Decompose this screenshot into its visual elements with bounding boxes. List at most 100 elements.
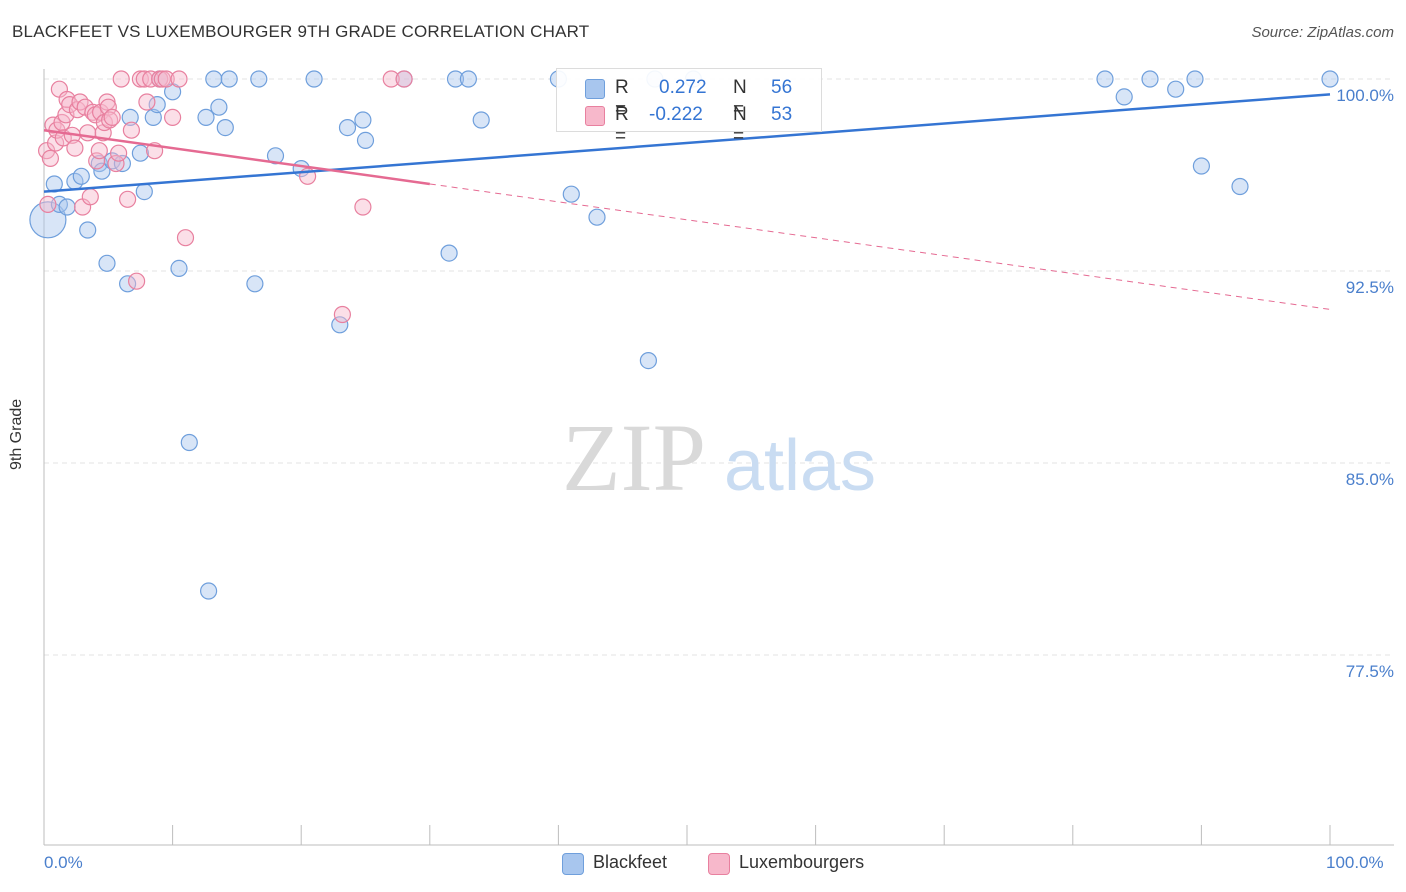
chart-source: Source: ZipAtlas.com bbox=[1251, 24, 1394, 41]
point-blackfeet bbox=[338, 118, 357, 137]
point-blackfeet bbox=[205, 70, 223, 88]
point-blackfeet bbox=[58, 198, 76, 216]
point-blackfeet bbox=[113, 154, 132, 173]
trend-line-luxembourgers-extrapolated bbox=[429, 183, 1331, 310]
gridlines bbox=[44, 78, 1394, 656]
point-blackfeet bbox=[639, 352, 658, 370]
point-blackfeet bbox=[246, 275, 264, 293]
point-luxembourgers bbox=[122, 121, 140, 139]
point-blackfeet bbox=[1231, 177, 1249, 196]
point-blackfeet bbox=[1115, 88, 1133, 106]
point-blackfeet bbox=[98, 254, 116, 272]
point-blackfeet bbox=[210, 98, 228, 116]
point-blackfeet bbox=[1167, 80, 1185, 98]
watermark-atlas: atlas bbox=[724, 426, 876, 506]
point-blackfeet bbox=[354, 111, 372, 129]
point-blackfeet bbox=[131, 144, 149, 162]
bottom-legend-swatch-blackfeet bbox=[562, 853, 584, 875]
point-blackfeet bbox=[588, 208, 606, 226]
legend-n-value-blackfeet: 56 bbox=[771, 77, 793, 98]
point-blackfeet bbox=[446, 70, 465, 88]
legend-n-value-luxembourgers: 53 bbox=[771, 104, 793, 125]
point-luxembourgers bbox=[333, 305, 351, 324]
point-blackfeet bbox=[459, 70, 477, 88]
point-blackfeet bbox=[220, 70, 238, 88]
point-blackfeet bbox=[79, 221, 97, 239]
legend-r-label: R = bbox=[615, 77, 629, 120]
point-blackfeet bbox=[135, 183, 153, 201]
point-blackfeet bbox=[305, 70, 323, 88]
legend-n-label: N = bbox=[733, 104, 747, 147]
point-blackfeet bbox=[93, 162, 111, 180]
y-tick-label: 92.5% bbox=[1345, 278, 1394, 297]
point-luxembourgers bbox=[176, 229, 195, 247]
axes bbox=[43, 69, 1394, 846]
trend-lines bbox=[43, 93, 1331, 310]
bottom-legend-label-luxembourgers: Luxembourgers bbox=[739, 852, 865, 872]
data-points bbox=[29, 70, 1339, 600]
point-luxembourgers bbox=[395, 70, 413, 88]
point-luxembourgers bbox=[100, 111, 119, 129]
point-luxembourgers bbox=[107, 154, 125, 173]
point-luxembourgers bbox=[157, 70, 175, 88]
point-blackfeet bbox=[216, 118, 234, 137]
point-luxembourgers bbox=[153, 70, 171, 88]
point-luxembourgers bbox=[382, 70, 400, 88]
point-luxembourgers bbox=[112, 70, 130, 88]
point-luxembourgers bbox=[99, 98, 117, 116]
point-luxembourgers bbox=[164, 108, 182, 127]
point-blackfeet bbox=[148, 95, 166, 114]
point-luxembourgers bbox=[90, 142, 108, 160]
point-luxembourgers bbox=[354, 198, 372, 216]
y-tick-label: 100.0% bbox=[1336, 86, 1394, 105]
point-blackfeet bbox=[1096, 70, 1114, 88]
point-blackfeet bbox=[72, 167, 90, 185]
point-blackfeet bbox=[331, 316, 349, 334]
point-blackfeet bbox=[1192, 157, 1211, 175]
point-luxembourgers bbox=[88, 152, 106, 170]
point-luxembourgers bbox=[39, 195, 57, 213]
legend-swatch-luxembourgers bbox=[585, 106, 605, 126]
watermark-zip: ZIP bbox=[562, 404, 706, 511]
trend-line-luxembourgers bbox=[43, 128, 430, 186]
legend-r-value-blackfeet: 0.272 bbox=[659, 77, 707, 98]
point-blackfeet bbox=[29, 201, 67, 239]
point-luxembourgers bbox=[138, 93, 156, 111]
point-blackfeet bbox=[1321, 70, 1339, 88]
point-luxembourgers bbox=[41, 149, 60, 167]
point-blackfeet bbox=[121, 108, 139, 127]
y-tick-label: 85.0% bbox=[1345, 470, 1394, 489]
point-blackfeet bbox=[180, 433, 198, 452]
chart-title: BLACKFEET VS LUXEMBOURGER 9TH GRADE CORR… bbox=[12, 22, 590, 41]
bottom-legend-swatch-luxembourgers bbox=[708, 853, 730, 875]
legend-n-label: N = bbox=[733, 77, 747, 120]
point-luxembourgers bbox=[71, 93, 89, 111]
point-luxembourgers bbox=[109, 144, 128, 162]
point-blackfeet bbox=[1186, 70, 1204, 88]
point-blackfeet bbox=[440, 244, 458, 262]
y-tick-label: 77.5% bbox=[1345, 662, 1394, 681]
point-luxembourgers bbox=[66, 139, 84, 157]
point-blackfeet bbox=[1141, 70, 1159, 88]
point-blackfeet bbox=[266, 147, 285, 165]
stats-legend: R = 0.272 N = 56 R = -0.222 N = 53 bbox=[556, 68, 822, 147]
point-blackfeet bbox=[472, 111, 490, 129]
point-blackfeet bbox=[356, 131, 375, 149]
point-blackfeet bbox=[197, 108, 215, 127]
point-blackfeet bbox=[250, 70, 268, 88]
point-blackfeet bbox=[170, 259, 188, 277]
point-blackfeet bbox=[562, 185, 580, 203]
legend-r-value-luxembourgers: -0.222 bbox=[649, 104, 703, 125]
point-luxembourgers bbox=[79, 124, 97, 142]
legend-swatch-blackfeet bbox=[585, 79, 605, 99]
point-luxembourgers bbox=[103, 108, 121, 127]
legend-r-label: R = bbox=[615, 104, 629, 147]
point-blackfeet bbox=[200, 582, 218, 600]
x-tick-label-min: 0.0% bbox=[44, 853, 83, 872]
point-luxembourgers bbox=[81, 188, 99, 206]
trend-line-blackfeet bbox=[43, 93, 1331, 193]
point-blackfeet bbox=[144, 108, 162, 127]
point-luxembourgers bbox=[128, 272, 146, 290]
point-luxembourgers bbox=[118, 190, 137, 208]
